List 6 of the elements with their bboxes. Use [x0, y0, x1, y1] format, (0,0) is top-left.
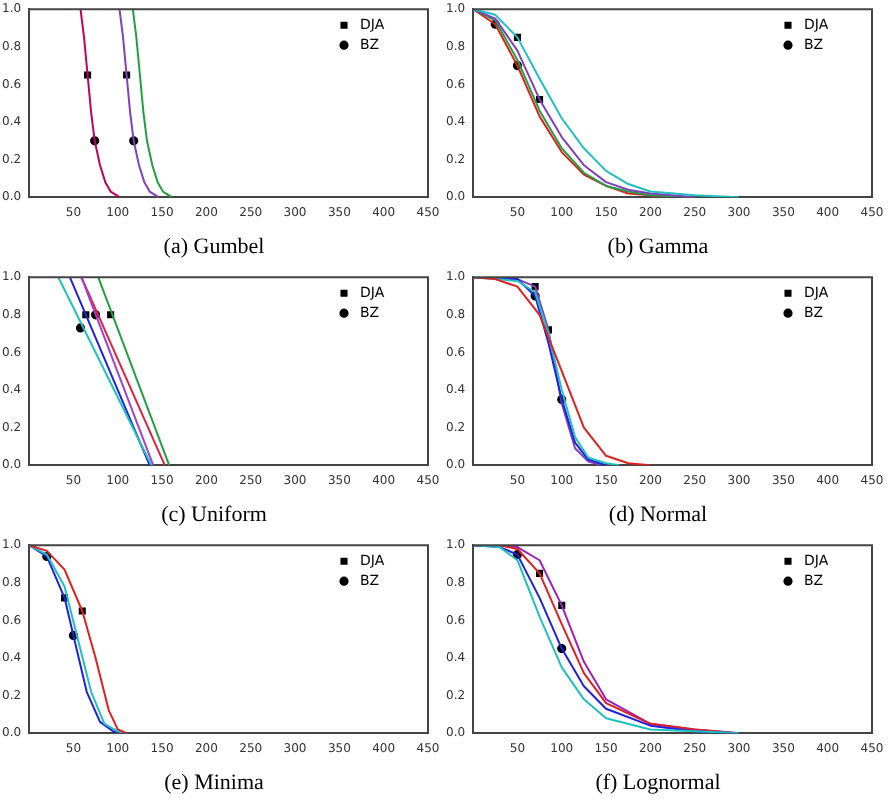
text: (c) Uniform	[161, 502, 268, 527]
text: (b) Gamma	[607, 234, 709, 259]
text: (e) Minima	[164, 770, 265, 795]
text: (d) Normal	[608, 502, 708, 527]
text: (f) Lognormal	[595, 770, 721, 795]
text: (a) Gumbel	[163, 234, 265, 259]
